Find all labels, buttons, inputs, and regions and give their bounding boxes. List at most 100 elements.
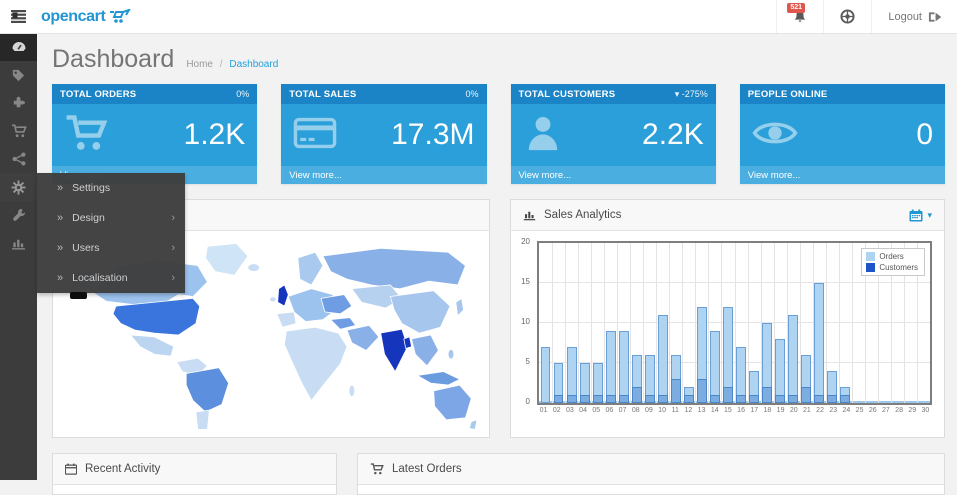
tile-label: PEOPLE ONLINE <box>747 88 828 100</box>
tile-value: 2.2K <box>642 118 704 151</box>
menu-toggle-button[interactable] <box>0 0 37 33</box>
chevron-right-icon: › <box>171 272 175 284</box>
page-header: Dashboard Home / Dashboard <box>52 45 945 74</box>
gear-icon <box>11 179 26 195</box>
view-more-link[interactable]: View more... <box>281 166 487 184</box>
sidebar-item-reports[interactable] <box>0 229 37 257</box>
caret-down-icon: ▾ <box>927 209 932 220</box>
sales-analytics-chart: 0 5 10 15 20 Orders Customers 01 02 0 <box>511 231 944 419</box>
flyout-item-settings[interactable]: » Settings <box>37 173 185 203</box>
double-angle-right-icon: » <box>57 182 64 194</box>
page-title: Dashboard <box>52 45 175 73</box>
flyout-item-label: Users <box>72 242 100 254</box>
notification-count-badge: 521 <box>787 3 806 13</box>
tile-percent: ▾ -275% <box>675 89 708 100</box>
logout-button[interactable]: Logout <box>871 0 957 33</box>
view-more-label: View more... <box>518 169 572 181</box>
tile-label: TOTAL SALES <box>289 88 357 100</box>
tile-percent: 0% <box>465 89 479 99</box>
double-angle-right-icon: » <box>57 212 64 224</box>
logo-text: opencart <box>41 7 106 25</box>
tile-body: 17.3M <box>281 104 487 166</box>
sidebar-item-catalog[interactable] <box>0 61 37 89</box>
shopping-cart-icon <box>370 463 384 475</box>
sidebar-item-sales[interactable] <box>0 117 37 145</box>
bar-chart-icon <box>12 239 25 250</box>
chart-y-axis: 0 5 10 15 20 <box>521 237 530 406</box>
breadcrumb-current[interactable]: Dashboard <box>229 59 279 70</box>
view-more-link[interactable]: View more... <box>510 166 716 184</box>
tile-percent: 0% <box>236 89 250 99</box>
middle-row: Sales Analytics ▾ 0 5 10 15 20 <box>52 199 945 438</box>
credit-card-icon <box>293 116 337 155</box>
legend-label: Customers <box>879 263 918 272</box>
chart-x-labels: 01 02 03 04 05 06 07 08 09 10 11 12 13 14 15 16 17 18 19 20… <box>539 407 930 414</box>
legend-swatch-orders <box>866 252 876 261</box>
tile-body: 2.2K <box>510 104 716 166</box>
legend-label: Orders <box>879 252 904 261</box>
user-icon <box>523 113 563 158</box>
legend-item-customers: Customers <box>866 263 918 272</box>
notifications-button[interactable]: 521 <box>776 0 823 33</box>
view-more-label: View more... <box>747 169 801 181</box>
sidebar-item-system[interactable] <box>0 173 37 201</box>
tile-header: TOTAL SALES 0% <box>281 84 487 104</box>
double-angle-right-icon: » <box>57 242 64 254</box>
chart-legend: Orders Customers <box>861 248 925 276</box>
opencart-logo[interactable]: opencart <box>41 7 132 26</box>
flyout-item-label: Settings <box>72 182 111 194</box>
tile-label: TOTAL ORDERS <box>60 88 137 100</box>
double-angle-right-icon: » <box>57 272 64 284</box>
sidebar-item-tools[interactable] <box>0 201 37 229</box>
tile-total-customers: TOTAL CUSTOMERS ▾ -275% 2.2K View more..… <box>510 84 716 184</box>
logout-label: Logout <box>888 10 922 23</box>
main-content: Dashboard Home / Dashboard TOTAL ORDERS … <box>37 33 957 495</box>
tile-body: 1.2K <box>52 104 258 166</box>
puzzle-piece-icon <box>13 96 25 107</box>
flyout-item-design[interactable]: » Design › <box>37 203 185 233</box>
sidebar-item-dashboard[interactable] <box>0 33 37 61</box>
tile-percent-value: -275% <box>681 88 708 99</box>
tile-header: TOTAL ORDERS 0% <box>52 84 258 104</box>
world-map-panel <box>52 199 490 438</box>
caret-down-icon: ▾ <box>674 88 680 99</box>
sign-out-icon <box>928 11 941 22</box>
world-map-svg <box>70 243 478 430</box>
chart-plot: Orders Customers <box>537 241 932 405</box>
tile-value: 0 <box>916 118 933 151</box>
tile-label: TOTAL CUSTOMERS <box>518 88 616 100</box>
cursor-artifact <box>70 292 87 299</box>
latest-orders-panel: Latest Orders <box>357 453 945 495</box>
tile-total-sales: TOTAL SALES 0% 17.3M View more... <box>281 84 487 184</box>
flyout-item-users[interactable]: » Users › <box>37 233 185 263</box>
chart-range-dropdown[interactable]: ▾ <box>909 209 932 222</box>
sidebar-nav <box>0 33 37 480</box>
legend-swatch-customers <box>866 263 876 272</box>
view-more-link[interactable]: View more... <box>739 166 945 184</box>
chevron-right-icon: › <box>171 212 175 224</box>
tile-people-online: PEOPLE ONLINE 0 View more... <box>739 84 945 184</box>
flyout-item-label: Localisation <box>72 272 128 284</box>
recent-activity-panel: Recent Activity <box>52 453 337 495</box>
latest-orders-title: Latest Orders <box>392 463 462 475</box>
sidebar-item-marketing[interactable] <box>0 145 37 173</box>
bar-chart-icon <box>523 209 536 221</box>
tile-header: TOTAL CUSTOMERS ▾ -275% <box>510 84 716 104</box>
breadcrumb: Home / Dashboard <box>186 59 278 70</box>
shopping-cart-icon <box>11 124 27 138</box>
cart-logo-icon <box>110 9 132 23</box>
calendar-icon <box>909 209 923 221</box>
breadcrumb-home[interactable]: Home <box>186 59 213 70</box>
latest-orders-header: Latest Orders <box>358 454 944 485</box>
flyout-item-localisation[interactable]: » Localisation › <box>37 263 185 293</box>
tile-total-orders: TOTAL ORDERS 0% 1.2K View more... <box>52 84 258 184</box>
tile-body: 0 <box>739 104 945 166</box>
eye-icon <box>752 117 798 154</box>
world-map[interactable] <box>53 231 489 444</box>
sidebar-item-extensions[interactable] <box>0 89 37 117</box>
legend-item-orders: Orders <box>866 252 918 261</box>
top-bar: opencart 521 Logout <box>0 0 957 34</box>
storefront-button[interactable] <box>823 0 871 33</box>
outdent-list-icon <box>11 10 26 23</box>
flyout-item-label: Design <box>72 212 105 224</box>
